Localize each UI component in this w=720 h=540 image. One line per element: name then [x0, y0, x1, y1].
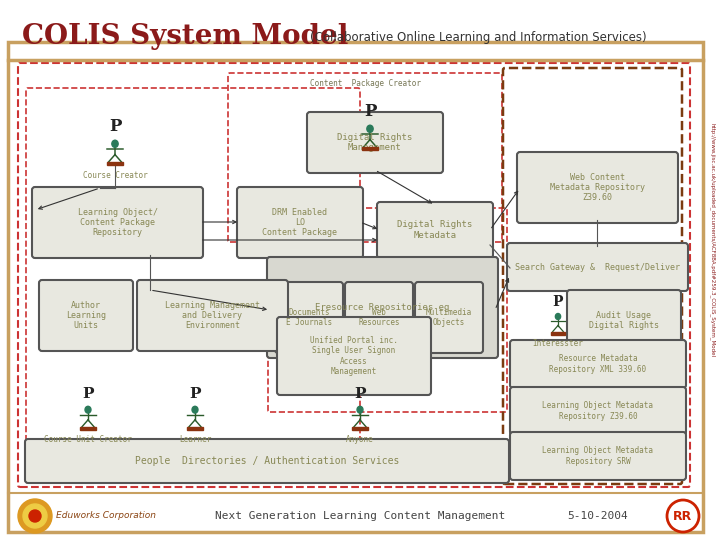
FancyBboxPatch shape — [275, 282, 343, 353]
Text: Learning Object/
Content Package
Repository: Learning Object/ Content Package Reposit… — [78, 207, 158, 238]
FancyBboxPatch shape — [25, 439, 509, 483]
Text: Web Content
Metadata Repository
Z39.60: Web Content Metadata Repository Z39.60 — [550, 173, 645, 202]
Bar — [352, 427, 368, 430]
Circle shape — [29, 510, 41, 522]
Bar — [362, 147, 378, 151]
Bar — [552, 332, 564, 334]
Text: DRM Enabled
LO
Content Package: DRM Enabled LO Content Package — [263, 207, 338, 238]
FancyBboxPatch shape — [377, 202, 493, 258]
Text: 5-10-2004: 5-10-2004 — [567, 511, 629, 521]
Bar — [187, 427, 202, 430]
Text: Next Generation Learning Content Management: Next Generation Learning Content Managem… — [215, 511, 505, 521]
Text: COLIS System Model: COLIS System Model — [22, 24, 348, 51]
FancyBboxPatch shape — [567, 290, 681, 351]
Text: Digital Rights
Management: Digital Rights Management — [338, 133, 413, 152]
Text: Course Unit Creator: Course Unit Creator — [44, 435, 132, 444]
FancyBboxPatch shape — [510, 387, 686, 435]
Text: http://www.jisc.ac.uk/uploaded_documents/ACF8BA.pdf#259.3_COLIS_System_Model: http://www.jisc.ac.uk/uploaded_documents… — [709, 123, 715, 357]
Text: Learning Object Metadata
Repository Z39.60: Learning Object Metadata Repository Z39.… — [542, 401, 654, 421]
FancyBboxPatch shape — [39, 280, 133, 351]
FancyBboxPatch shape — [277, 317, 431, 395]
FancyBboxPatch shape — [307, 112, 443, 173]
Text: Documents
E Journals: Documents E Journals — [286, 308, 332, 327]
Text: Search Gateway &  Request/Deliver: Search Gateway & Request/Deliver — [515, 262, 680, 272]
FancyBboxPatch shape — [237, 187, 363, 258]
Text: Audit Usage
Digital Rights: Audit Usage Digital Rights — [589, 311, 659, 330]
Text: Eduworks Corporation: Eduworks Corporation — [56, 511, 156, 521]
FancyBboxPatch shape — [267, 257, 498, 358]
Bar — [107, 162, 123, 165]
Text: Resource Metadata
Repository XML 339.60: Resource Metadata Repository XML 339.60 — [549, 354, 647, 374]
FancyBboxPatch shape — [415, 282, 483, 353]
Ellipse shape — [112, 140, 118, 147]
Text: P: P — [82, 387, 94, 401]
Text: RR: RR — [673, 510, 693, 523]
Ellipse shape — [192, 406, 198, 413]
Text: Anyone: Anyone — [346, 435, 374, 444]
FancyBboxPatch shape — [8, 42, 703, 532]
Text: Multimedia
Objects: Multimedia Objects — [426, 308, 472, 327]
Text: Interesster: Interesster — [533, 339, 583, 348]
Text: Web
Resources: Web Resources — [358, 308, 400, 327]
Ellipse shape — [357, 406, 363, 413]
FancyBboxPatch shape — [507, 243, 688, 291]
Text: Learning Management
and Delivery
Environment: Learning Management and Delivery Environ… — [165, 301, 260, 330]
Text: Learning Object Metadata
Repository SRW: Learning Object Metadata Repository SRW — [542, 446, 654, 465]
FancyBboxPatch shape — [137, 280, 288, 351]
Text: Unified Portal inc.
Single User Signon
Access
Management: Unified Portal inc. Single User Signon A… — [310, 336, 398, 376]
Circle shape — [667, 500, 699, 532]
FancyBboxPatch shape — [510, 340, 686, 388]
FancyBboxPatch shape — [510, 432, 686, 480]
Text: People  Directories / Authentication Services: People Directories / Authentication Serv… — [135, 456, 399, 466]
FancyBboxPatch shape — [32, 187, 203, 258]
Ellipse shape — [367, 125, 373, 132]
Circle shape — [23, 504, 47, 528]
Circle shape — [18, 499, 52, 533]
Text: P: P — [354, 387, 366, 401]
Ellipse shape — [555, 314, 561, 320]
Text: Course Creator: Course Creator — [83, 171, 148, 180]
FancyBboxPatch shape — [345, 282, 413, 353]
Text: Digital Rights
Metadata: Digital Rights Metadata — [397, 220, 472, 240]
Text: P: P — [109, 118, 121, 135]
Text: P: P — [189, 387, 201, 401]
Text: Author
Learning
Units: Author Learning Units — [66, 301, 106, 330]
Text: (Collaborative Online Learning and Information Services): (Collaborative Online Learning and Infor… — [310, 30, 647, 44]
FancyBboxPatch shape — [517, 152, 678, 223]
Text: P: P — [364, 103, 376, 120]
Bar — [81, 427, 96, 430]
Text: Learner: Learner — [179, 435, 211, 444]
Text: Eresource Repositories eg: Eresource Repositories eg — [315, 303, 450, 312]
Ellipse shape — [85, 406, 91, 413]
Text: P: P — [553, 295, 563, 309]
Text: Content  Package Creator: Content Package Creator — [310, 79, 420, 88]
